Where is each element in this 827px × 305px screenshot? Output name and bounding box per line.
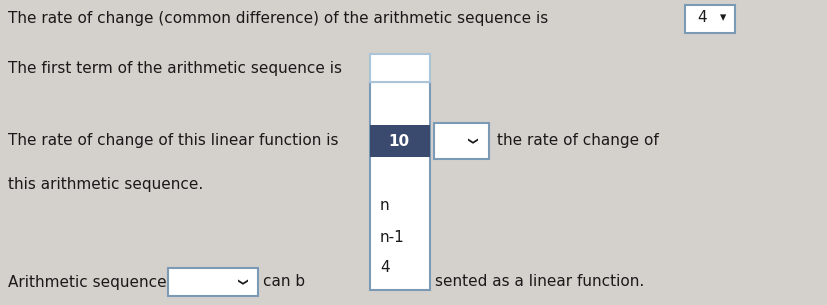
Text: ▾: ▾	[720, 12, 726, 24]
Text: the rate of change of: the rate of change of	[497, 134, 659, 149]
Text: The rate of change (common difference) of the arithmetic sequence is: The rate of change (common difference) o…	[8, 10, 548, 26]
Text: ❯: ❯	[408, 64, 418, 72]
FancyBboxPatch shape	[168, 268, 258, 296]
Text: ❯: ❯	[466, 137, 476, 145]
Text: Arithmetic sequences: Arithmetic sequences	[8, 274, 174, 289]
Text: 10: 10	[388, 134, 409, 149]
FancyBboxPatch shape	[370, 82, 430, 290]
Text: this arithmetic sequence.: this arithmetic sequence.	[8, 178, 203, 192]
FancyBboxPatch shape	[370, 125, 430, 157]
FancyBboxPatch shape	[370, 54, 430, 82]
Text: ❯: ❯	[236, 278, 246, 286]
Text: The rate of change of this linear function is: The rate of change of this linear functi…	[8, 134, 338, 149]
FancyBboxPatch shape	[685, 5, 735, 33]
Text: 4: 4	[380, 260, 390, 275]
Text: n-1: n-1	[380, 229, 404, 245]
Text: can b: can b	[263, 274, 305, 289]
Text: 4: 4	[697, 10, 706, 26]
Text: sented as a linear function.: sented as a linear function.	[435, 274, 644, 289]
FancyBboxPatch shape	[434, 123, 489, 159]
Text: n: n	[380, 198, 390, 213]
Text: The first term of the arithmetic sequence is: The first term of the arithmetic sequenc…	[8, 60, 342, 76]
